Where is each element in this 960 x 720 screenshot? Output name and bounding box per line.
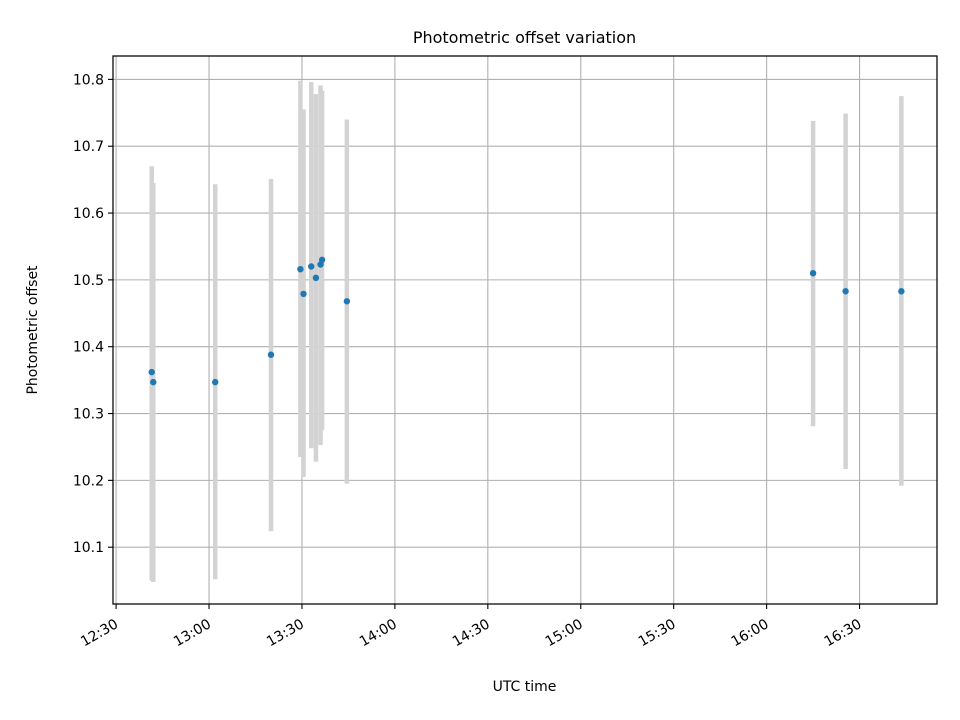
y-tick-label: 10.6 bbox=[73, 206, 104, 222]
chart-title: Photometric offset variation bbox=[413, 28, 636, 47]
data-point bbox=[318, 256, 326, 264]
data-point bbox=[343, 298, 351, 305]
data-point bbox=[312, 274, 320, 282]
y-tick-label: 10.7 bbox=[73, 139, 104, 155]
data-point bbox=[267, 351, 275, 358]
y-axis: 10.1 10.2 10.3 10.4 10.5 10.6 10.7 10.8 bbox=[73, 72, 113, 556]
data-point bbox=[212, 378, 219, 386]
y-tick-label: 10.3 bbox=[73, 407, 104, 423]
grid-layer bbox=[113, 56, 937, 604]
y-tick-label: 10.2 bbox=[73, 473, 104, 489]
x-axis-label: UTC time bbox=[493, 679, 557, 695]
data-point bbox=[809, 269, 817, 277]
data-point bbox=[297, 265, 304, 273]
y-tick-label: 10.5 bbox=[73, 273, 104, 289]
data-point bbox=[308, 263, 315, 270]
data-point bbox=[148, 368, 155, 376]
data-point bbox=[300, 290, 307, 298]
plot-frame bbox=[112, 55, 938, 605]
point-layer bbox=[148, 256, 905, 386]
y-tick-label: 10.4 bbox=[73, 340, 104, 356]
y-axis-label: Photometric offset bbox=[25, 265, 41, 395]
y-tick-label: 10.8 bbox=[73, 72, 104, 88]
data-point bbox=[150, 378, 157, 386]
data-point bbox=[898, 288, 905, 295]
data-point bbox=[842, 288, 849, 295]
y-tick-label: 10.1 bbox=[73, 540, 104, 556]
